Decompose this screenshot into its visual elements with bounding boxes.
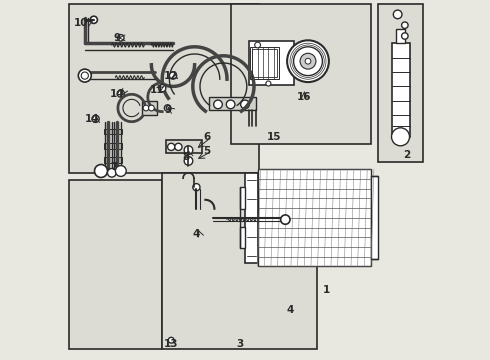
Circle shape <box>287 40 329 82</box>
Circle shape <box>78 69 91 82</box>
Circle shape <box>164 105 171 111</box>
Circle shape <box>184 157 193 165</box>
Bar <box>396 29 405 43</box>
Circle shape <box>294 47 322 76</box>
Circle shape <box>175 143 182 150</box>
Text: 4: 4 <box>286 305 294 315</box>
Text: 6: 6 <box>203 132 211 142</box>
Bar <box>248 41 294 85</box>
Circle shape <box>281 215 290 224</box>
Text: 14: 14 <box>110 89 124 99</box>
Text: 4: 4 <box>193 229 200 239</box>
Text: 13: 13 <box>164 339 178 349</box>
Circle shape <box>118 35 124 41</box>
Circle shape <box>393 10 402 19</box>
Circle shape <box>169 337 174 343</box>
Text: 16: 16 <box>297 92 312 102</box>
Bar <box>166 140 202 153</box>
Circle shape <box>159 85 166 92</box>
Text: 15: 15 <box>267 132 281 142</box>
Circle shape <box>81 72 88 79</box>
Text: 9: 9 <box>114 33 121 43</box>
Circle shape <box>226 100 235 109</box>
Circle shape <box>116 166 126 176</box>
Bar <box>104 157 122 163</box>
Text: 2: 2 <box>403 150 411 160</box>
Circle shape <box>92 115 99 122</box>
Text: 12: 12 <box>164 71 178 81</box>
Bar <box>378 4 423 162</box>
Circle shape <box>90 16 98 23</box>
Text: 9: 9 <box>164 105 171 115</box>
Bar <box>162 173 317 349</box>
Bar <box>69 180 162 349</box>
Circle shape <box>214 100 222 109</box>
Bar <box>252 49 277 77</box>
Bar <box>69 4 259 173</box>
Circle shape <box>241 100 249 109</box>
Bar <box>104 143 122 149</box>
Bar <box>245 173 258 263</box>
Circle shape <box>143 105 149 111</box>
Bar <box>250 47 279 79</box>
Circle shape <box>402 22 408 28</box>
Text: 10: 10 <box>74 18 89 28</box>
Bar <box>231 4 371 144</box>
Circle shape <box>117 90 124 97</box>
Circle shape <box>193 184 200 191</box>
Bar <box>258 169 371 266</box>
Circle shape <box>392 128 410 146</box>
Text: 11: 11 <box>149 85 164 95</box>
Bar <box>392 43 410 137</box>
Text: 5: 5 <box>203 146 211 156</box>
Circle shape <box>305 58 311 64</box>
Circle shape <box>170 72 176 79</box>
Bar <box>240 187 245 209</box>
Circle shape <box>107 168 116 177</box>
Bar <box>143 101 157 115</box>
Bar <box>209 97 256 110</box>
Circle shape <box>148 105 154 111</box>
Bar <box>104 129 122 134</box>
Text: 3: 3 <box>236 339 243 349</box>
Text: 1: 1 <box>322 285 330 295</box>
Bar <box>371 176 378 259</box>
Text: 14: 14 <box>85 114 99 124</box>
Circle shape <box>95 165 107 177</box>
Text: 8: 8 <box>182 152 189 162</box>
Circle shape <box>255 42 261 48</box>
Circle shape <box>168 143 175 150</box>
Circle shape <box>184 146 193 154</box>
Text: 7: 7 <box>110 162 117 172</box>
Circle shape <box>300 53 316 69</box>
Circle shape <box>402 33 408 39</box>
Circle shape <box>266 81 271 86</box>
Bar <box>240 227 245 248</box>
